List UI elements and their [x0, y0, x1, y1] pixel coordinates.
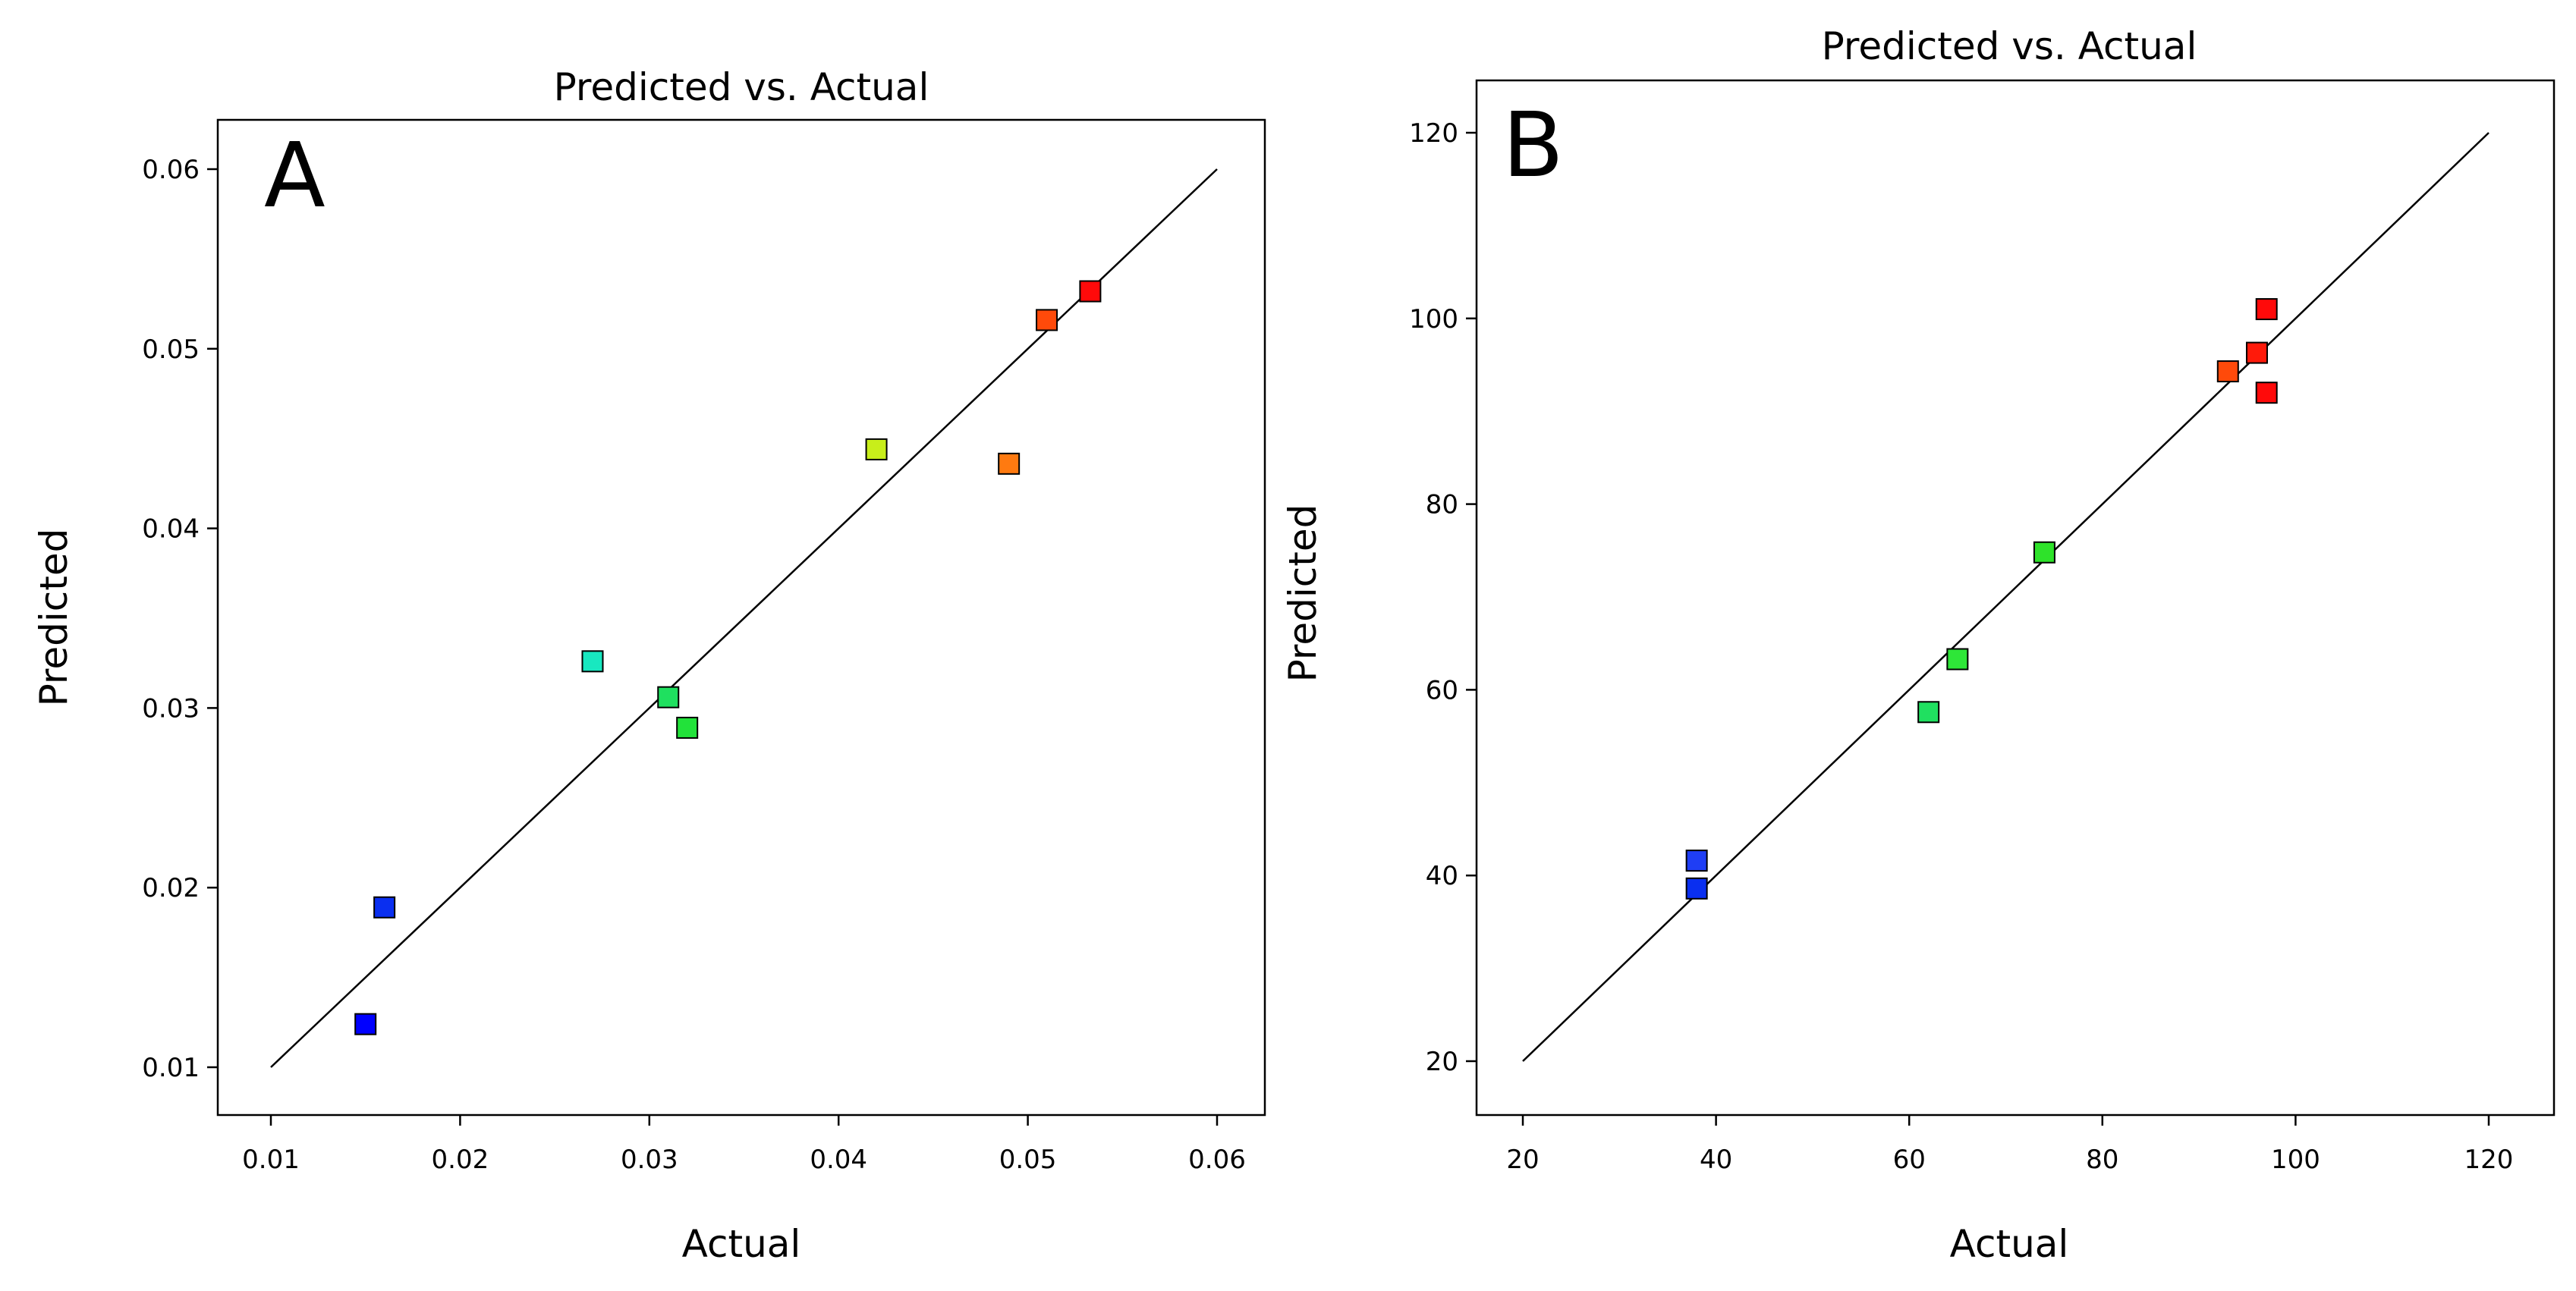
chart-b-data-point	[2033, 541, 2055, 564]
chart-a-xtick-label: 0.05	[999, 1145, 1057, 1175]
chart-a-xtick-label: 0.01	[242, 1145, 300, 1175]
chart-a-xtick-label: 0.02	[432, 1145, 489, 1175]
chart-a-data-point	[1036, 309, 1058, 331]
chart-a-xlabel: Actual	[682, 1222, 801, 1266]
chart-a-ytick-label: 0.03	[142, 693, 200, 724]
chart-a-data-point	[354, 1013, 377, 1035]
chart-a-data-point	[1079, 280, 1102, 303]
chart-b-data-point	[1685, 877, 1708, 900]
chart-a-ylabel: Predicted	[32, 529, 76, 707]
chart-a-data-point	[657, 686, 680, 708]
chart-b-title: Predicted vs. Actual	[1822, 24, 2197, 68]
chart-b-xtick-label: 20	[1506, 1145, 1539, 1175]
chart-b-data-point	[2245, 341, 2268, 364]
chart-b-ylabel: Predicted	[1281, 504, 1325, 683]
chart-b-plot-frame	[1475, 79, 2556, 1117]
chart-b-xtick-label: 100	[2271, 1145, 2320, 1175]
chart-a-data-point	[865, 438, 888, 460]
chart-a-ytick-label: 0.02	[142, 873, 200, 903]
chart-panel-b: Predicted vs. Actual B Actual Predicted …	[1281, 24, 2556, 1266]
chart-a-xtick-label: 0.06	[1188, 1145, 1246, 1175]
chart-a-ytick-label: 0.04	[142, 514, 200, 545]
chart-b-ytick-label: 100	[1409, 304, 1458, 335]
chart-b-xtick-label: 80	[2086, 1145, 2118, 1175]
chart-a-data-point	[676, 716, 699, 739]
chart-a-ytick-label: 0.01	[142, 1053, 200, 1083]
chart-b-panel-label: B	[1502, 93, 1564, 197]
chart-b-ytick-label: 20	[1426, 1047, 1458, 1077]
chart-b-ytick-label: 40	[1426, 861, 1458, 891]
chart-b-reference-line	[1522, 132, 2490, 1062]
chart-a-ytick-label: 0.06	[142, 155, 200, 185]
chart-b-ytick-label: 60	[1426, 675, 1458, 705]
chart-a-data-point	[373, 896, 396, 919]
chart-a-reference-line	[270, 168, 1218, 1068]
chart-a-xtick-label: 0.04	[810, 1145, 867, 1175]
chart-b-xtick-label: 120	[2464, 1145, 2514, 1175]
chart-a-panel-label: A	[264, 123, 326, 228]
chart-b-data-point	[2255, 298, 2278, 321]
chart-a-xtick-label: 0.03	[621, 1145, 678, 1175]
chart-b-xlabel: Actual	[1950, 1222, 2069, 1266]
chart-b-xtick-label: 60	[1893, 1145, 1926, 1175]
chart-b-ytick-label: 120	[1409, 118, 1458, 149]
chart-b-data-point	[1685, 850, 1708, 872]
chart-a-data-point	[581, 650, 604, 673]
chart-b-data-point	[2255, 382, 2278, 404]
chart-a-title: Predicted vs. Actual	[554, 65, 929, 109]
chart-b-data-point	[1917, 701, 1940, 724]
chart-b-xtick-label: 40	[1700, 1145, 1732, 1175]
chart-a-data-point	[998, 452, 1021, 475]
chart-b-ytick-label: 80	[1426, 490, 1458, 520]
chart-a-ytick-label: 0.05	[142, 335, 200, 365]
chart-b-data-point	[1946, 648, 1969, 671]
chart-panel-a: Predicted vs. Actual A Actual Predicted …	[32, 65, 1266, 1266]
chart-a-plot-frame	[216, 118, 1266, 1117]
chart-b-data-point	[2216, 360, 2239, 383]
